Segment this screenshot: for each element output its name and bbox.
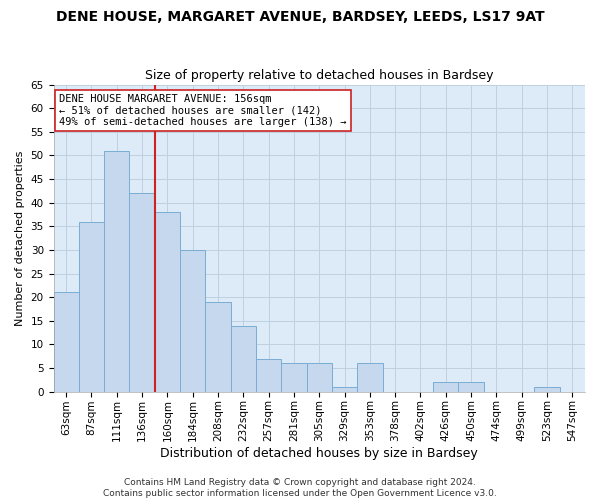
Bar — [458, 382, 484, 392]
Bar — [230, 326, 256, 392]
Bar — [332, 387, 357, 392]
Bar — [205, 302, 230, 392]
Bar — [53, 292, 79, 392]
Bar — [180, 250, 205, 392]
Bar — [535, 387, 560, 392]
Bar — [79, 222, 104, 392]
Bar — [104, 150, 130, 392]
Bar — [433, 382, 458, 392]
Text: DENE HOUSE MARGARET AVENUE: 156sqm
← 51% of detached houses are smaller (142)
49: DENE HOUSE MARGARET AVENUE: 156sqm ← 51%… — [59, 94, 346, 127]
Bar — [130, 193, 155, 392]
Bar — [155, 212, 180, 392]
Title: Size of property relative to detached houses in Bardsey: Size of property relative to detached ho… — [145, 69, 494, 82]
Text: DENE HOUSE, MARGARET AVENUE, BARDSEY, LEEDS, LS17 9AT: DENE HOUSE, MARGARET AVENUE, BARDSEY, LE… — [56, 10, 544, 24]
Bar — [281, 364, 307, 392]
Y-axis label: Number of detached properties: Number of detached properties — [15, 150, 25, 326]
Bar — [256, 358, 281, 392]
Text: Contains HM Land Registry data © Crown copyright and database right 2024.
Contai: Contains HM Land Registry data © Crown c… — [103, 478, 497, 498]
Bar — [357, 364, 383, 392]
Bar — [307, 364, 332, 392]
X-axis label: Distribution of detached houses by size in Bardsey: Distribution of detached houses by size … — [160, 447, 478, 460]
